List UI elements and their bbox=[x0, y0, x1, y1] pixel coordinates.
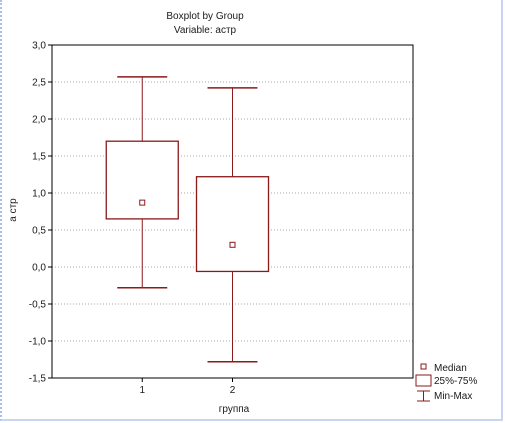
iqr-box bbox=[195, 176, 270, 273]
x-tick-label: 2 bbox=[230, 385, 236, 396]
legend-median-marker bbox=[420, 363, 427, 370]
y-tick-label: 1,0 bbox=[32, 189, 46, 200]
x-axis-label: группа bbox=[219, 404, 250, 415]
legend-box-marker bbox=[415, 374, 432, 387]
y-tick-label: 0,0 bbox=[32, 263, 46, 274]
y-axis-label: а стр bbox=[8, 198, 19, 222]
y-tick-label: 1,5 bbox=[32, 152, 46, 163]
legend-median-label: Median bbox=[434, 363, 467, 374]
y-tick-label: -1,5 bbox=[29, 374, 47, 385]
y-tick-label: -0,5 bbox=[29, 300, 47, 311]
y-tick-label: 0,5 bbox=[32, 226, 46, 237]
y-tick-label: 2,0 bbox=[32, 115, 46, 126]
chart-subtitle: Variable: астр bbox=[174, 25, 237, 36]
x-tick-label: 1 bbox=[139, 385, 145, 396]
boxes bbox=[105, 76, 270, 363]
box-group-1 bbox=[105, 76, 179, 289]
y-tick-label: 3,0 bbox=[32, 41, 46, 52]
y-tick-label: 2,5 bbox=[32, 78, 46, 89]
legend: Median 25%-75% Min-Max bbox=[415, 363, 477, 402]
legend-box-label: 25%-75% bbox=[434, 376, 477, 387]
legend-minmax-label: Min-Max bbox=[434, 391, 472, 402]
median-marker bbox=[229, 241, 236, 248]
y-axis: -1,5 -1,0 -0,5 0,0 0,5 1,0 1,5 2,0 2,5 3,0 bbox=[29, 41, 52, 385]
y-tick-label: -1,0 bbox=[29, 337, 47, 348]
iqr-box bbox=[105, 140, 179, 220]
box-group-2 bbox=[195, 87, 270, 363]
chart-title: Boxplot by Group bbox=[166, 11, 244, 22]
median-marker bbox=[139, 199, 146, 206]
